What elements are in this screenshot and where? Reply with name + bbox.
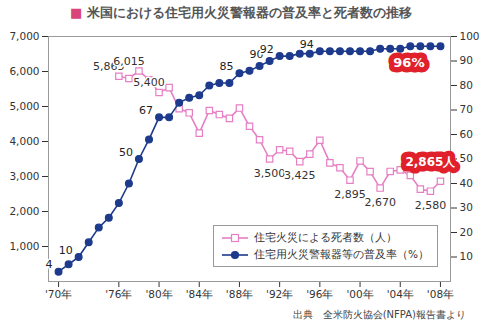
html-text:住宅用火災警報器等の普及率（%）: 住宅用火災警報器等の普及率（%） <box>254 248 429 260</box>
svg-text:'84年: '84年 <box>186 288 213 300</box>
svg-text:2,865人: 2,865人 <box>405 155 456 169</box>
svg-text:3,000: 3,000 <box>9 170 39 182</box>
svg-text:'04年: '04年 <box>387 288 414 300</box>
svg-text:6,015: 6,015 <box>113 54 145 67</box>
svg-text:'96年: '96年 <box>306 288 333 300</box>
svg-text:5,000: 5,000 <box>9 100 39 112</box>
svg-text:1,000: 1,000 <box>9 240 39 252</box>
svg-text:67: 67 <box>139 104 153 117</box>
svg-text:60: 60 <box>460 128 473 140</box>
svg-text:30: 30 <box>460 201 473 213</box>
svg-text:40: 40 <box>460 177 473 189</box>
svg-text:2,580: 2,580 <box>415 199 447 212</box>
svg-text:90: 90 <box>249 47 264 61</box>
svg-text:5,400: 5,400 <box>133 76 165 89</box>
svg-text:'88年: '88年 <box>226 288 253 300</box>
svg-text:94: 94 <box>300 38 314 51</box>
svg-text:'80年: '80年 <box>145 288 172 300</box>
html-text:■米国における住宅用火災警報器の普及率と死者数の推移: ■米国における住宅用火災警報器の普及率と死者数の推移 <box>70 5 412 20</box>
svg-text:4,000: 4,000 <box>9 135 39 147</box>
svg-text:50: 50 <box>460 152 473 164</box>
svg-text:2,895: 2,895 <box>334 188 366 201</box>
svg-text:20: 20 <box>460 226 473 238</box>
svg-text:6,000: 6,000 <box>9 65 39 77</box>
svg-text:'00年: '00年 <box>346 288 373 300</box>
svg-text:'08年: '08年 <box>427 288 454 300</box>
svg-text:5,865: 5,865 <box>93 59 125 73</box>
svg-text:85: 85 <box>219 60 233 73</box>
svg-text:10: 10 <box>460 250 473 262</box>
svg-text:3,425: 3,425 <box>284 169 316 182</box>
svg-text:4: 4 <box>46 258 53 271</box>
svg-text:7,000: 7,000 <box>9 30 39 42</box>
svg-text:90: 90 <box>460 54 473 66</box>
svg-text:50: 50 <box>119 146 133 159</box>
svg-text:3,500: 3,500 <box>254 167 286 180</box>
svg-text:2,000: 2,000 <box>9 205 39 217</box>
svg-text:'70年: '70年 <box>45 288 72 300</box>
svg-text:2,670: 2,670 <box>364 196 396 209</box>
html-text:出典 全米防火協会(NFPA)報告書より: 出典 全米防火協会(NFPA)報告書より <box>292 309 466 320</box>
svg-text:80: 80 <box>460 79 473 91</box>
svg-text:96%: 96% <box>393 55 424 70</box>
svg-text:92: 92 <box>260 43 274 56</box>
svg-text:100: 100 <box>460 30 480 42</box>
svg-text:10: 10 <box>59 244 73 257</box>
svg-text:70: 70 <box>460 103 473 115</box>
svg-text:'92年: '92年 <box>266 288 293 300</box>
svg-text:'76年: '76年 <box>105 288 132 300</box>
html-text:住宅火災による死者数（人）: 住宅火災による死者数（人） <box>254 231 397 243</box>
